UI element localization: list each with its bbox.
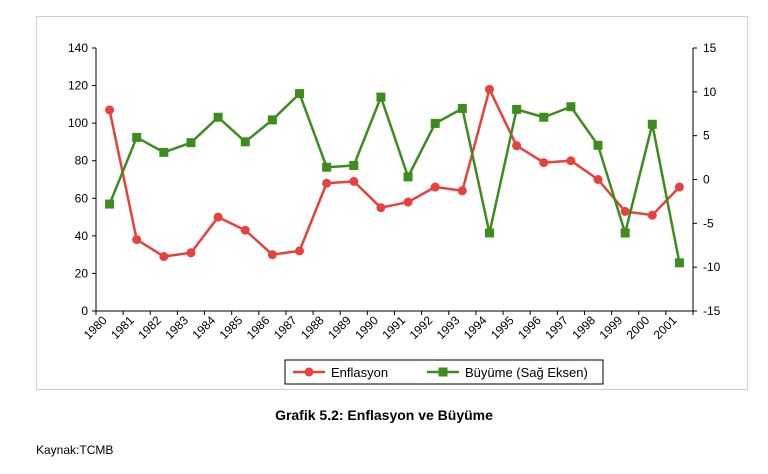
x-tick-label: 1998 xyxy=(569,313,598,342)
series-point-2 xyxy=(186,138,196,148)
series-point-1 xyxy=(539,158,549,168)
y-tick-label-right: -5 xyxy=(703,216,714,230)
series-point-2 xyxy=(213,112,223,122)
series-line-1 xyxy=(108,88,681,258)
series-point-1 xyxy=(484,84,494,94)
x-tick-label: 1988 xyxy=(298,313,327,342)
series-point-2 xyxy=(267,115,277,125)
x-tick-label: 1987 xyxy=(271,313,300,342)
x-tick-label: 1992 xyxy=(407,313,436,342)
series-point-2 xyxy=(240,137,250,147)
series-point-2 xyxy=(457,103,467,113)
y-tick-label-right: -10 xyxy=(703,260,721,274)
series-point-2 xyxy=(512,104,522,114)
series-point-2 xyxy=(566,102,576,112)
x-tick-label: 2000 xyxy=(624,313,653,342)
source-note: Kaynak:TCMB xyxy=(36,443,114,457)
x-tick-label: 1981 xyxy=(108,313,137,342)
y-tick-label-right: 0 xyxy=(703,173,710,187)
series-point-2 xyxy=(484,228,494,238)
x-tick-label: 2001 xyxy=(651,313,680,342)
series-point-2 xyxy=(539,112,549,122)
y-tick-label-left: 120 xyxy=(68,79,88,93)
y-tick-label-right: 15 xyxy=(703,41,717,55)
series-line-2 xyxy=(108,92,681,264)
legend-label: Enflasyon xyxy=(331,365,388,380)
x-tick-label: 1989 xyxy=(325,313,354,342)
series-point-1 xyxy=(132,235,142,245)
x-tick-label: 1984 xyxy=(189,313,218,342)
x-tick-label: 1997 xyxy=(542,313,571,342)
y-tick-label-left: 140 xyxy=(68,41,88,55)
x-tick-label: 1994 xyxy=(461,313,490,342)
x-tick-label: 1995 xyxy=(488,313,517,342)
x-tick-label: 1996 xyxy=(515,313,544,342)
x-tick-label: 1999 xyxy=(596,313,625,342)
series-point-2 xyxy=(295,89,305,99)
series-point-1 xyxy=(566,156,576,166)
series-point-2 xyxy=(620,228,630,238)
series-point-1 xyxy=(457,186,467,196)
legend-swatch-marker xyxy=(438,367,448,377)
series-point-2 xyxy=(349,160,359,170)
series-point-2 xyxy=(647,119,657,129)
series-point-1 xyxy=(403,197,413,207)
series-point-1 xyxy=(186,248,196,258)
x-tick-label: 1993 xyxy=(434,313,463,342)
series-point-2 xyxy=(674,258,684,268)
series-point-1 xyxy=(322,178,332,188)
y-tick-label-left: 20 xyxy=(75,266,89,280)
y-tick-label-left: 100 xyxy=(68,116,88,130)
series-point-1 xyxy=(620,206,630,216)
series-point-2 xyxy=(322,162,332,172)
series-point-1 xyxy=(349,176,359,186)
y-tick-label-left: 40 xyxy=(75,229,89,243)
series-point-2 xyxy=(132,132,142,142)
x-tick-label: 1990 xyxy=(352,313,381,342)
x-tick-label: 1991 xyxy=(379,313,408,342)
series-point-1 xyxy=(430,182,440,192)
y-tick-label-left: 0 xyxy=(81,304,88,318)
series-point-1 xyxy=(295,246,305,256)
series-point-1 xyxy=(267,250,277,260)
chart-frame: 0 20 40 60 80 100 120 140 -15 -10 -5 0 5 10 15 1980 1981… xyxy=(36,16,748,390)
series-point-1 xyxy=(674,182,684,192)
series-point-2 xyxy=(593,140,603,150)
series-point-1 xyxy=(593,175,603,184)
y-tick-label-right: -15 xyxy=(703,304,721,318)
x-tick-label: 1983 xyxy=(162,313,191,342)
series-point-1 xyxy=(159,252,169,262)
series-point-1 xyxy=(213,212,223,222)
line-chart: 020406080100120140-15-10-505101519801981… xyxy=(68,41,721,385)
y-tick-label-right: 10 xyxy=(703,85,717,99)
x-tick-label: 1982 xyxy=(135,313,164,342)
series-point-1 xyxy=(240,225,250,235)
y-tick-label-right: 5 xyxy=(703,129,710,143)
series-point-1 xyxy=(512,141,522,151)
y-tick-label-left: 80 xyxy=(75,154,89,168)
x-tick-label: 1985 xyxy=(217,313,246,342)
chart-caption: Grafik 5.2: Enflasyon ve Büyüme xyxy=(275,407,493,423)
legend-label: Büyüme (Sağ Eksen) xyxy=(465,365,588,380)
series-point-1 xyxy=(376,203,386,213)
x-tick-label: 1986 xyxy=(244,313,273,342)
series-point-1 xyxy=(647,210,657,220)
series-point-2 xyxy=(430,118,440,128)
series-point-2 xyxy=(105,199,115,209)
series-point-2 xyxy=(159,147,169,157)
legend-swatch-marker xyxy=(304,367,314,377)
y-tick-label-left: 60 xyxy=(75,191,89,205)
series-point-2 xyxy=(376,92,386,102)
series-point-1 xyxy=(105,105,115,115)
series-point-2 xyxy=(403,172,413,182)
